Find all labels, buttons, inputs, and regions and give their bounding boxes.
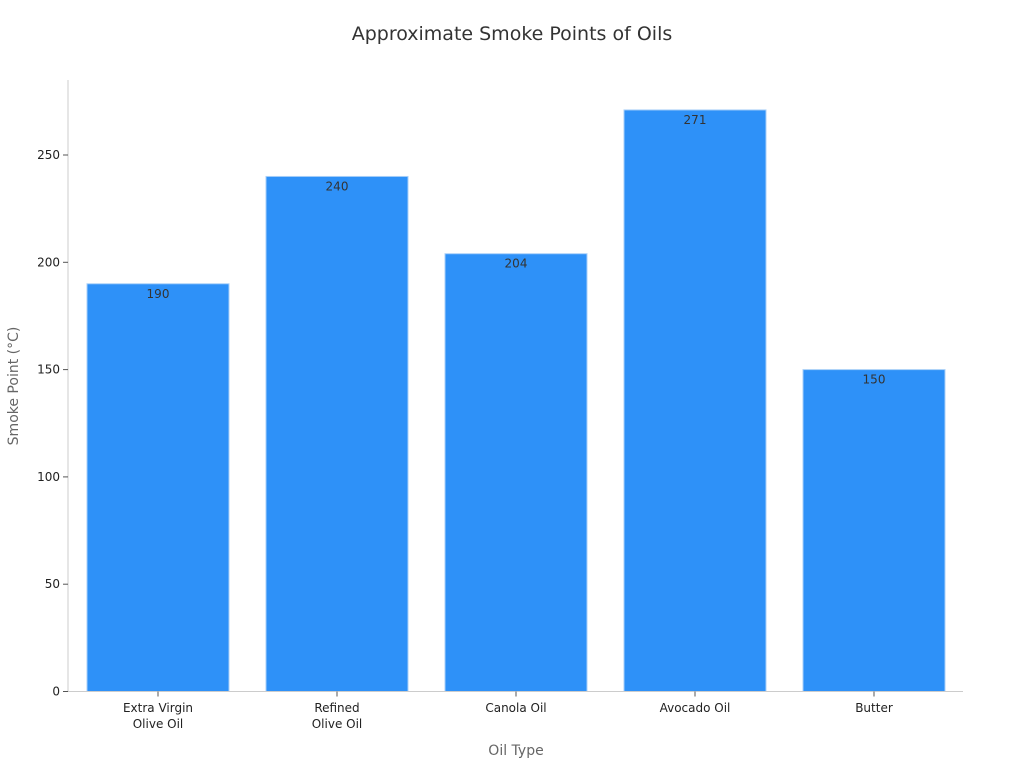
x-tick-label: Olive Oil (312, 717, 363, 731)
y-tick-label: 250 (37, 148, 60, 162)
bar[interactable] (444, 253, 588, 692)
x-axis-label: Oil Type (488, 743, 543, 759)
y-tick-label: 150 (37, 363, 60, 377)
data-label: 271 (684, 113, 707, 127)
chart-title: Approximate Smoke Points of Oils (352, 23, 673, 45)
x-tick-label: Avocado Oil (660, 701, 731, 715)
bar[interactable] (802, 369, 946, 692)
data-label: 240 (326, 179, 349, 193)
y-tick-label: 50 (45, 577, 60, 591)
x-tick-label: Olive Oil (133, 717, 184, 731)
x-tick-label: Extra Virgin (123, 701, 193, 715)
y-tick-label: 0 (52, 685, 60, 699)
data-label: 204 (505, 257, 528, 271)
y-tick-label: 200 (37, 255, 60, 269)
data-label: 190 (147, 287, 170, 301)
x-tick-label: Canola Oil (485, 701, 546, 715)
bar[interactable] (623, 109, 767, 692)
data-label: 150 (863, 373, 886, 387)
y-axis-label: Smoke Point (°C) (6, 327, 22, 446)
y-tick-label: 100 (37, 470, 60, 484)
bar[interactable] (265, 175, 409, 692)
x-tick-label: Refined (314, 701, 359, 715)
bar[interactable] (86, 283, 230, 692)
x-tick-label: Butter (855, 701, 893, 715)
